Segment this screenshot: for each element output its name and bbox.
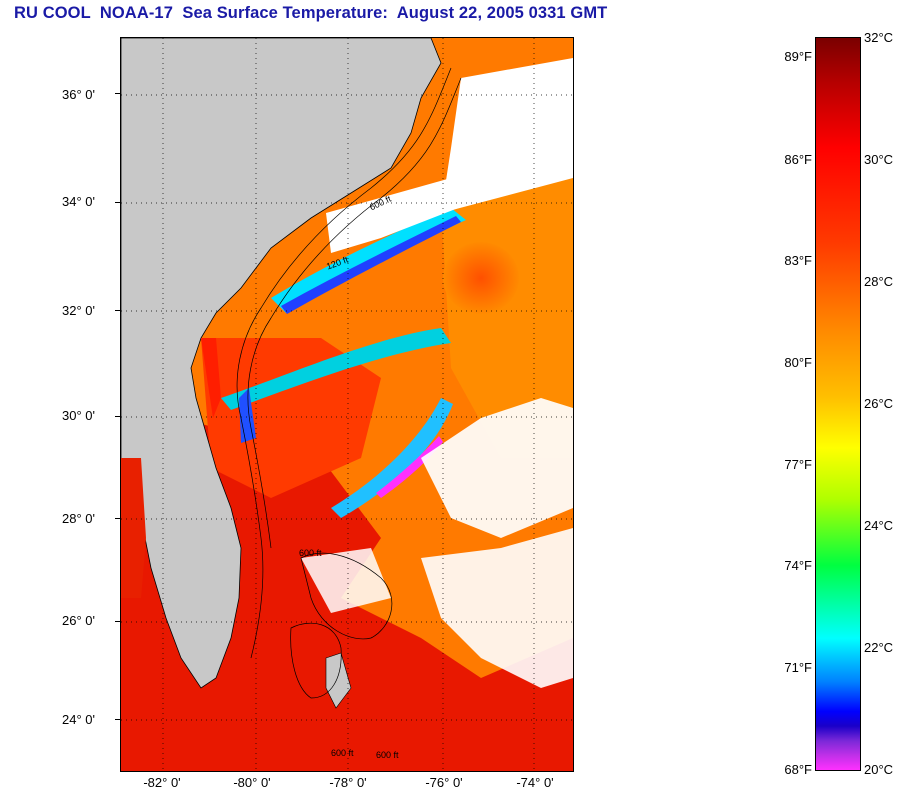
- colorbar-f-label: 83°F: [784, 253, 812, 268]
- land-bahamas: [325, 652, 352, 709]
- graticule: [121, 38, 573, 771]
- lon-label-82: -82° 0': [143, 775, 181, 790]
- tick: [115, 621, 120, 622]
- lat-label-30: 30° 0': [62, 408, 95, 423]
- gulf-stream-core: [201, 338, 381, 498]
- lat-label-32: 32° 0': [62, 303, 95, 318]
- tick: [115, 518, 120, 519]
- sst-map[interactable]: 120 ft 600 ft 600 ft 600 ft 600 ft: [120, 37, 574, 772]
- isobaths: [236, 67, 462, 699]
- land-us: [121, 38, 442, 689]
- contour-label: 600 ft: [376, 750, 399, 760]
- lat-label-28: 28° 0': [62, 511, 95, 526]
- colorbar-c-label: 24°C: [864, 518, 894, 533]
- sst-map-canvas: [121, 38, 573, 771]
- cold-front-lower: [331, 398, 453, 518]
- lat-label-26: 26° 0': [62, 613, 95, 628]
- warm-eddy: [443, 242, 519, 314]
- cloud-se: [421, 528, 573, 688]
- lon-label-76: -76° 0': [425, 775, 463, 790]
- colorbar-c-label: 32°C: [864, 30, 894, 45]
- cold-front-middle: [221, 328, 451, 410]
- colorbar-f-label: 80°F: [784, 355, 812, 370]
- colorbar-f-label: 74°F: [784, 558, 812, 573]
- colorbar-f-label: 89°F: [784, 49, 812, 64]
- lat-label-36: 36° 0': [62, 87, 95, 102]
- tick: [115, 416, 120, 417]
- warm-current: [121, 418, 573, 771]
- tick: [115, 310, 120, 311]
- colorbar-c-label: 26°C: [864, 396, 894, 411]
- lon-label-74: -74° 0': [516, 775, 554, 790]
- contour-label: 600 ft: [299, 548, 322, 558]
- lon-label-80: -80° 0': [233, 775, 271, 790]
- colorbar-f-label: 71°F: [784, 660, 812, 675]
- tick: [115, 93, 120, 94]
- lon-label-78: -78° 0': [329, 775, 367, 790]
- cloud-ne: [441, 58, 573, 213]
- cloud-coast: [326, 178, 471, 253]
- cloud-east: [421, 398, 573, 538]
- lat-label-24: 24° 0': [62, 712, 95, 727]
- tick: [115, 202, 120, 203]
- tick: [115, 719, 120, 720]
- colorbar-f-label: 86°F: [784, 152, 812, 167]
- cloud-bahamas: [301, 548, 391, 613]
- temperature-colorbar: [815, 37, 861, 771]
- colorbar-c-label: 28°C: [864, 274, 894, 289]
- map-title: RU COOL NOAA-17 Sea Surface Temperature:…: [14, 4, 608, 22]
- colorbar-c-label: 22°C: [864, 640, 894, 655]
- contour-label: 600 ft: [331, 748, 354, 758]
- lat-label-34: 34° 0': [62, 194, 95, 209]
- colorbar-f-label: 77°F: [784, 457, 812, 472]
- colorbar-c-label: 20°C: [864, 762, 894, 777]
- colorbar-c-label: 30°C: [864, 152, 894, 167]
- colorbar-f-label: 68°F: [784, 762, 812, 777]
